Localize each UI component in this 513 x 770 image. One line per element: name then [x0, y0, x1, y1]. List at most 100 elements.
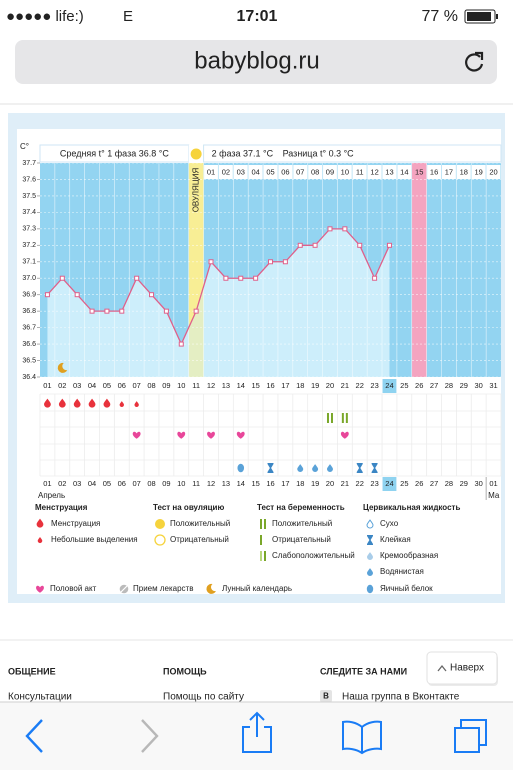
- to-top-button[interactable]: [426, 651, 498, 685]
- phase2-day-label: 19: [475, 167, 483, 176]
- reload-icon[interactable]: [465, 53, 484, 72]
- carrier: ●●●●● life:): [6, 8, 84, 25]
- temperature-point: [312, 242, 318, 248]
- sticky-mark: [356, 463, 363, 473]
- temperature-point: [149, 292, 155, 298]
- legend-item: Слабоположительный: [272, 551, 355, 560]
- difference: Разница t° 0.3 °C: [283, 148, 355, 158]
- menstruation-mark: [44, 398, 51, 408]
- y-tick-label: 37.5: [22, 193, 36, 200]
- legend-icon: [36, 585, 44, 593]
- phase2-day-cell: [412, 165, 427, 179]
- social-icon[interactable]: [320, 690, 332, 702]
- legend-icon: [154, 534, 166, 546]
- intercourse-mark: [177, 431, 186, 439]
- calendar-day-label: 26: [415, 479, 423, 488]
- legend-item: Положительный: [170, 519, 230, 528]
- x-tick-label: 07: [132, 381, 140, 390]
- phase1-average: Средняя t° 1 фаза 36.8 °C: [60, 148, 169, 158]
- tabs-button[interactable]: [454, 719, 487, 753]
- menstruation-mark: [103, 398, 111, 408]
- back-button[interactable]: [25, 719, 43, 753]
- calendar-day-label: 13: [222, 479, 230, 488]
- temperature-point: [297, 242, 303, 248]
- x-tick-label: 09: [162, 381, 170, 390]
- calendar-day-label: 07: [132, 479, 140, 488]
- legend-icon: [366, 519, 374, 529]
- today-box: [382, 477, 397, 491]
- calendar-day-label: 17: [281, 479, 289, 488]
- temperature-point: [327, 226, 333, 232]
- url-bar[interactable]: [15, 40, 497, 84]
- share-button[interactable]: [242, 711, 272, 753]
- phase2-day-label: 13: [385, 167, 393, 176]
- legend-item: Менструация: [51, 519, 100, 528]
- y-tick-label: 36.5: [22, 357, 36, 364]
- legend-heading: Менструация: [35, 503, 88, 512]
- battery-cap: [496, 14, 498, 19]
- menstruation-mark: [88, 398, 96, 408]
- footer-link[interactable]: Наша группа в Вконтакте: [342, 692, 460, 703]
- legend-item: Положительный: [272, 519, 332, 528]
- calendar-day-label: 06: [118, 479, 126, 488]
- to-top-label[interactable]: Наверх: [450, 663, 484, 674]
- footer-link[interactable]: Помощь по сайту: [163, 692, 244, 703]
- legend-icon: [120, 585, 128, 593]
- phase2-day-label: 11: [356, 167, 364, 176]
- phase2-day-cell: [471, 165, 486, 179]
- temperature-point: [253, 275, 259, 281]
- egg-white-mark: [237, 463, 245, 473]
- footer-link[interactable]: Консультации: [8, 692, 72, 703]
- ovulation-sun: [190, 148, 202, 160]
- y-tick-label: 37.4: [22, 209, 36, 216]
- calendar-day-label: 27: [430, 479, 438, 488]
- phase2-day-cell: [204, 165, 218, 179]
- bookmarks-button[interactable]: [342, 720, 382, 755]
- x-tick-label: 23: [370, 381, 378, 390]
- pregnancy-test-mark: [345, 413, 348, 423]
- x-tick-label: 15: [251, 381, 259, 390]
- temperature-point: [238, 275, 244, 281]
- legend-icon: [264, 519, 266, 529]
- phase2-day-label: 17: [445, 167, 453, 176]
- phase2-day-cell: [382, 165, 397, 179]
- legend-item: Прием лекарств: [133, 584, 193, 593]
- x-tick-label: 06: [118, 381, 126, 390]
- phase2-day-cell: [218, 165, 233, 179]
- x-tick-label: 01: [43, 381, 51, 390]
- phase2-day-label: 01: [207, 167, 215, 176]
- month-label: Апрель: [38, 491, 65, 500]
- temperature-point: [282, 259, 288, 265]
- y-tick-label: 36.8: [22, 308, 36, 315]
- phase2-day-label: 10: [341, 167, 349, 176]
- intercourse-mark: [132, 431, 141, 439]
- battery-icon: [464, 9, 496, 24]
- calendar-day-label: 30: [475, 479, 483, 488]
- next-month-label: Ма: [488, 491, 500, 500]
- footer-heading: СЛЕДИТЕ ЗА НАМИ: [320, 666, 407, 676]
- clock: 17:01: [237, 8, 278, 25]
- light-bleeding-mark: [134, 401, 139, 407]
- calendar-day-label: 15: [251, 479, 259, 488]
- calendar-day-label: 24: [385, 479, 393, 488]
- footer-heading: ОБЩЕНИЕ: [8, 666, 56, 676]
- phase2-day-label: 12: [370, 167, 378, 176]
- y-tick-label: 37.7: [22, 160, 36, 167]
- calendar-day-label: 02: [58, 479, 66, 488]
- phase2-day-label: 20: [489, 167, 497, 176]
- phase2-day-cell: [427, 165, 442, 179]
- phase2-day-label: 03: [237, 167, 245, 176]
- phase2-day-label: 08: [311, 167, 319, 176]
- x-tick-label: 28: [445, 381, 453, 390]
- x-tick-label: 16: [266, 381, 274, 390]
- y-tick-label: 37.6: [22, 176, 36, 183]
- x-tick-label: 02: [58, 381, 66, 390]
- x-tick-label: 17: [281, 381, 289, 390]
- calendar-day-label: 03: [73, 479, 81, 488]
- temperature-point: [74, 292, 80, 298]
- x-tick-label: 22: [356, 381, 364, 390]
- x-tick-label: 13: [222, 381, 230, 390]
- phase2-day-cell: [337, 165, 352, 179]
- forward-button[interactable]: [141, 719, 159, 753]
- calendar-day-label: 11: [192, 479, 200, 488]
